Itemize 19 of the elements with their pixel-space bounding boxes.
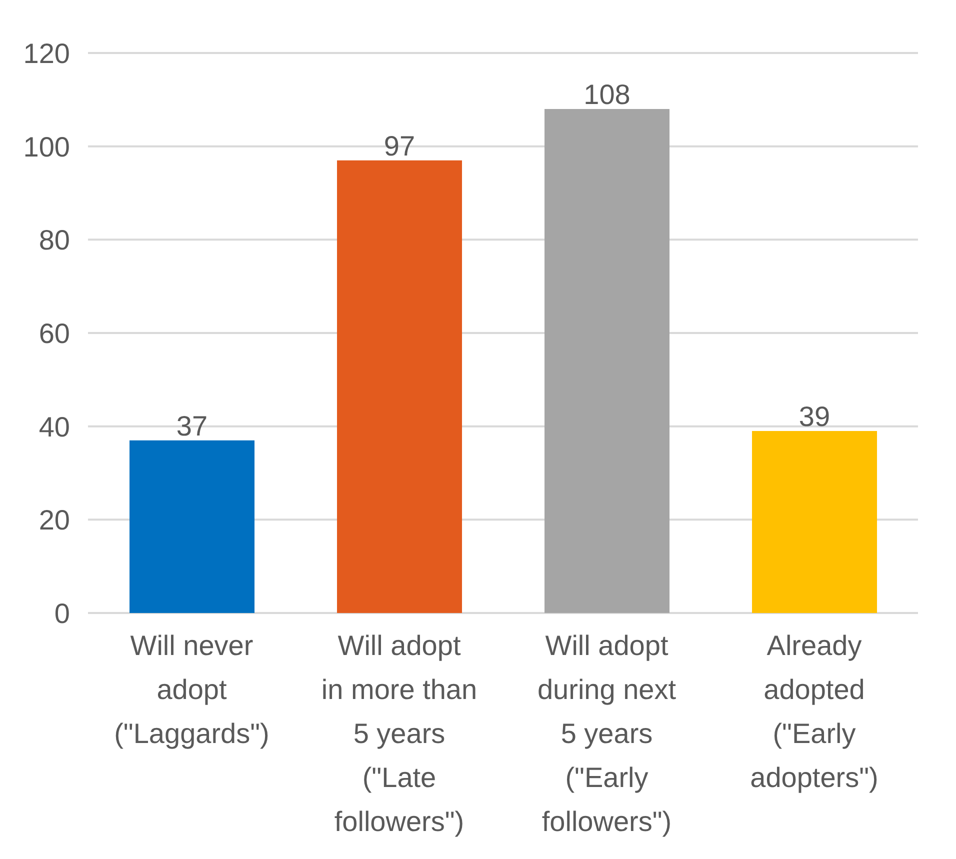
x-tick-label: Will adopt during next 5 years ("Early followers") [537, 630, 676, 837]
data-label: 108 [584, 79, 630, 110]
x-tick-label: Already adopted ("Early adopters") [750, 630, 878, 793]
y-tick-label: 40 [38, 411, 70, 442]
x-tick-label: Will never adopt ("Laggards") [114, 630, 270, 749]
bar [544, 109, 670, 613]
bar [130, 440, 254, 613]
y-tick-label: 20 [38, 504, 70, 536]
y-tick-label: 120 [23, 38, 70, 69]
y-tick-label: 100 [23, 131, 70, 162]
y-tick-label: 80 [38, 224, 70, 256]
bar [337, 160, 462, 613]
y-tick-label: 60 [38, 318, 70, 349]
data-label: 37 [176, 410, 208, 442]
bar [752, 431, 877, 613]
x-tick-label: Will adopt in more than 5 years ("Late followers") [321, 630, 478, 837]
data-label: 97 [384, 130, 416, 162]
y-tick-label: 0 [54, 598, 70, 629]
data-label: 39 [798, 401, 830, 432]
